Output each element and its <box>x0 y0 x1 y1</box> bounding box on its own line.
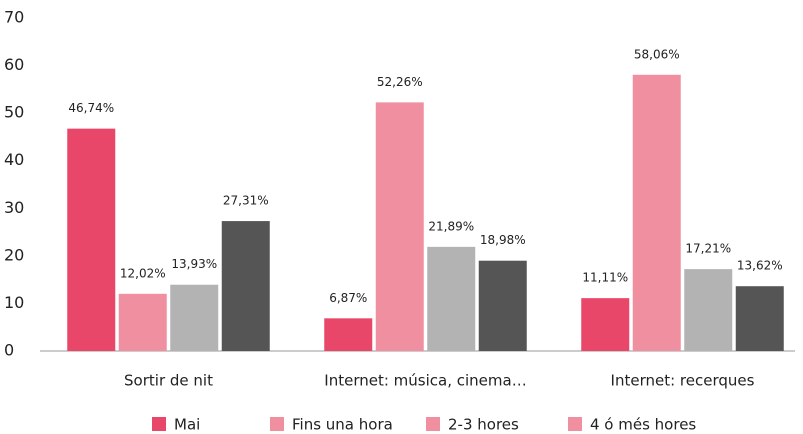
data-label: 58,06% <box>634 47 680 61</box>
legend-label: Fins una hora <box>292 416 393 434</box>
y-tick-label: 60 <box>4 55 24 74</box>
legend-label: Mai <box>174 416 200 434</box>
y-tick-label: 30 <box>4 198 24 217</box>
bar <box>735 286 784 351</box>
bar <box>581 298 630 351</box>
bar <box>478 260 527 351</box>
data-label: 18,98% <box>480 233 526 247</box>
y-tick-label: 40 <box>4 150 24 169</box>
legend-label: 4 ó més hores <box>590 416 696 434</box>
legend-swatch <box>568 417 582 431</box>
bar <box>324 318 373 351</box>
data-label: 6,87% <box>329 291 367 305</box>
data-label: 12,02% <box>120 266 166 280</box>
bar <box>427 246 476 351</box>
data-label: 13,93% <box>171 257 217 271</box>
y-tick-label: 10 <box>4 293 24 312</box>
x-tick-label: Internet: recerques <box>611 372 755 390</box>
legend-swatch <box>270 417 284 431</box>
data-label: 27,31% <box>223 194 269 208</box>
bar <box>684 269 733 351</box>
bar <box>632 74 681 351</box>
x-tick-label: Sortir de nit <box>124 372 213 390</box>
data-label: 52,26% <box>377 75 423 89</box>
bar <box>67 128 116 351</box>
data-label: 21,89% <box>428 219 474 233</box>
bar <box>170 284 219 351</box>
data-label: 11,11% <box>582 271 628 285</box>
y-tick-label: 0 <box>4 341 14 360</box>
y-tick-label: 70 <box>4 8 24 27</box>
bar <box>118 293 167 351</box>
x-tick-label: Internet: música, cinema… <box>324 372 526 390</box>
legend-swatch <box>426 417 440 431</box>
y-tick-label: 20 <box>4 245 24 264</box>
bar <box>375 102 424 351</box>
data-label: 46,74% <box>68 101 114 115</box>
y-tick-label: 50 <box>4 103 24 122</box>
data-label: 13,62% <box>737 259 783 273</box>
data-label: 17,21% <box>685 242 731 256</box>
legend-swatch <box>152 417 166 431</box>
bar <box>221 221 270 351</box>
legend-label: 2-3 hores <box>448 416 519 434</box>
